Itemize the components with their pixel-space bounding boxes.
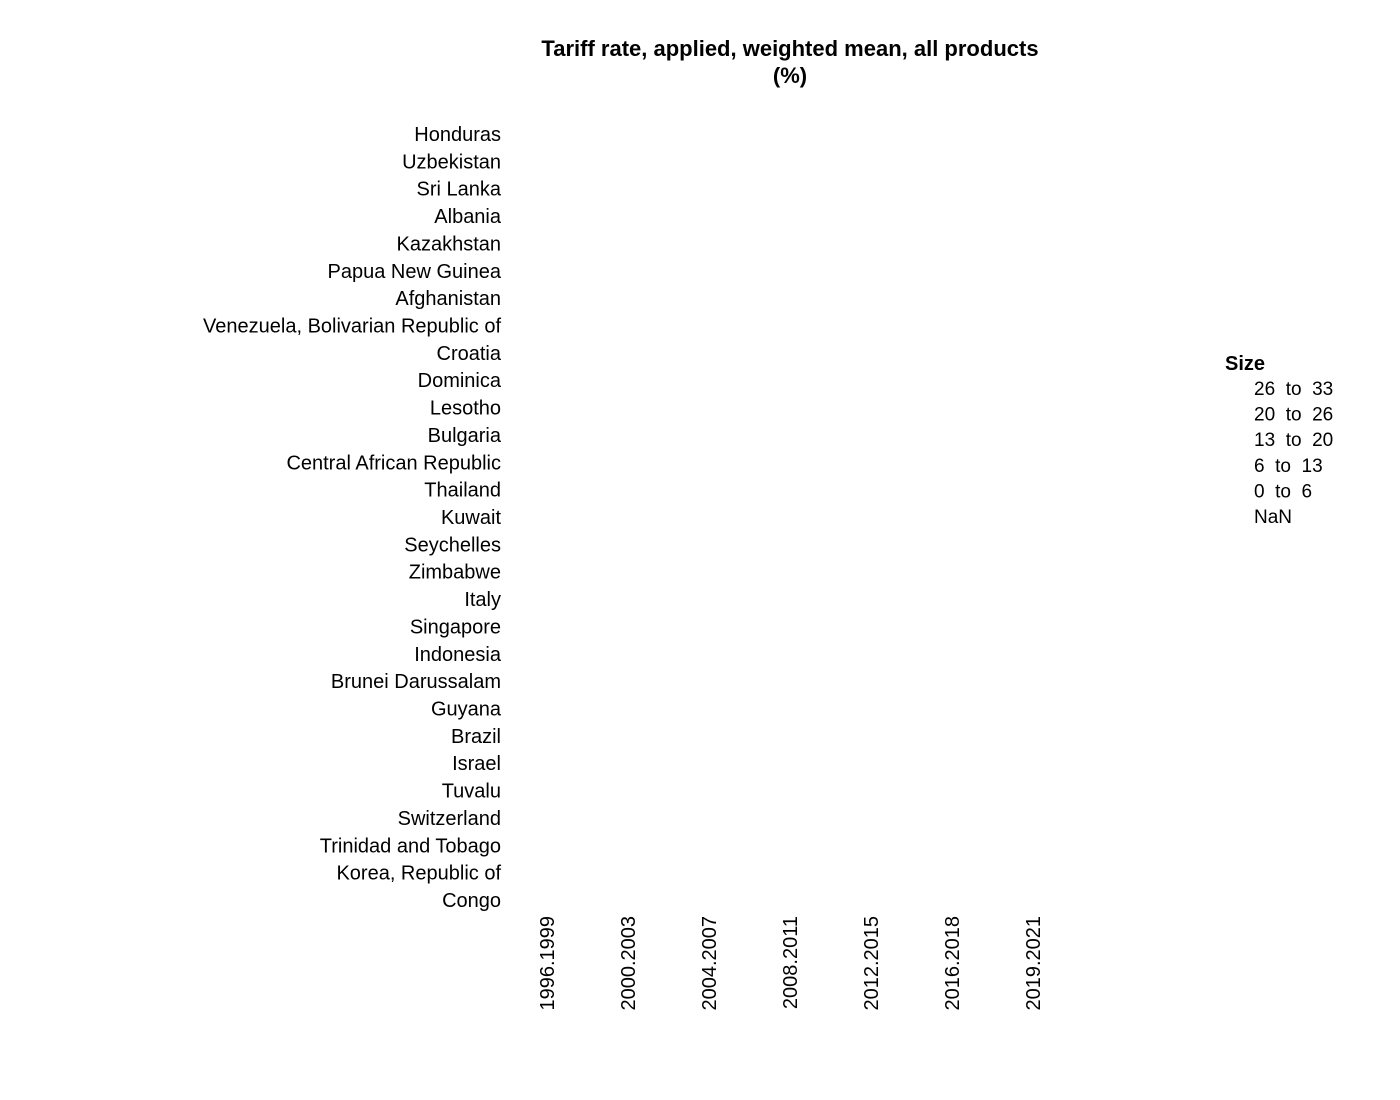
legend-item: NaN [1254,507,1292,528]
row-label: Honduras [414,124,501,146]
row-label: Uzbekistan [402,151,501,173]
row-label: Kuwait [441,507,501,529]
legend-title: Size [1225,353,1265,375]
legend-item: 0 to 6 [1254,481,1312,502]
chart-title-line: (%) [773,63,807,88]
row-label: Central African Republic [286,452,501,474]
row-label: Singapore [410,616,501,638]
row-label: Brunei Darussalam [331,671,501,693]
row-label: Croatia [437,343,502,365]
column-label: 2004.2007 [699,916,721,1011]
legend-item: 13 to 20 [1254,430,1333,451]
row-label: Sri Lanka [417,179,502,201]
column-label: 2000.2003 [618,916,640,1011]
row-label: Albania [434,206,502,228]
row-label: Italy [464,589,501,611]
row-label: Trinidad and Tobago [320,835,501,857]
chart-title-line: Tariff rate, applied, weighted mean, all… [541,36,1038,61]
legend-item: 26 to 33 [1254,379,1333,400]
legend-item: 6 to 13 [1254,456,1323,477]
row-label: Dominica [418,370,502,392]
row-label: Tuvalu [442,781,501,803]
row-label: Guyana [431,699,502,721]
row-label: Congo [442,890,501,912]
column-label: 2019.2021 [1023,916,1045,1011]
column-label: 1996.1999 [537,916,559,1011]
row-label: Brazil [451,726,501,748]
row-label: Kazakhstan [396,233,501,255]
row-label: Seychelles [404,534,501,556]
column-label: 2016.2018 [942,916,964,1011]
column-label: 2012.2015 [861,916,883,1011]
row-label: Afghanistan [395,288,501,310]
row-label: Switzerland [398,808,501,830]
row-label: Venezuela, Bolivarian Republic of [203,316,501,338]
row-label: Israel [452,753,501,775]
row-label: Thailand [424,480,501,502]
row-label: Korea, Republic of [336,863,501,885]
row-label: Zimbabwe [409,562,501,584]
row-label: Papua New Guinea [328,261,502,283]
row-label: Indonesia [414,644,502,666]
row-label: Lesotho [430,398,501,420]
row-label: Bulgaria [428,425,502,447]
column-label: 2008.2011 [780,916,802,1009]
legend-item: 20 to 26 [1254,405,1333,426]
